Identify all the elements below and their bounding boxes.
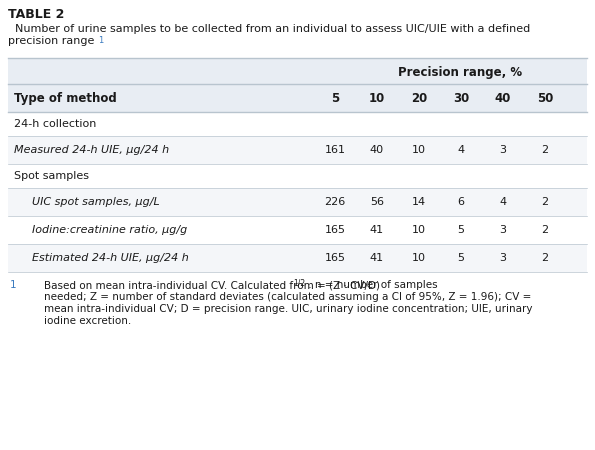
Text: iodine excretion.: iodine excretion. <box>44 316 131 326</box>
Text: 4: 4 <box>499 197 506 207</box>
Text: 6: 6 <box>458 197 465 207</box>
Text: 5: 5 <box>331 92 339 105</box>
Text: Measured 24-h UIE, μg/24 h: Measured 24-h UIE, μg/24 h <box>14 145 169 155</box>
Bar <box>8 136 587 164</box>
Text: 165: 165 <box>324 225 346 235</box>
Text: 3: 3 <box>499 145 506 155</box>
Text: 1: 1 <box>10 280 17 290</box>
Text: . n = number of samples: . n = number of samples <box>305 280 437 290</box>
Text: 41: 41 <box>370 253 384 263</box>
Text: 50: 50 <box>537 92 553 105</box>
Text: Spot samples: Spot samples <box>14 171 89 181</box>
Text: 10: 10 <box>412 145 426 155</box>
Bar <box>8 188 587 216</box>
Text: 165: 165 <box>324 253 346 263</box>
Bar <box>8 58 587 84</box>
Text: 2: 2 <box>541 145 549 155</box>
Text: Estimated 24-h UIE, μg/24 h: Estimated 24-h UIE, μg/24 h <box>32 253 189 263</box>
Text: 24-h collection: 24-h collection <box>14 119 96 129</box>
Bar <box>8 84 587 112</box>
Bar <box>8 244 587 272</box>
Text: 1/2: 1/2 <box>293 278 305 287</box>
Text: 5: 5 <box>458 253 465 263</box>
Text: Iodine:creatinine ratio, μg/g: Iodine:creatinine ratio, μg/g <box>32 225 187 235</box>
Text: TABLE 2: TABLE 2 <box>8 8 64 21</box>
Text: 10: 10 <box>369 92 385 105</box>
Text: 2: 2 <box>541 197 549 207</box>
Text: mean intra-individual CV; D = precision range. UIC, urinary iodine concentration: mean intra-individual CV; D = precision … <box>44 304 533 314</box>
Text: 161: 161 <box>324 145 346 155</box>
Text: precision range: precision range <box>8 36 95 46</box>
Text: needed; Z = number of standard deviates (calculated assuming a CI of 95%, Z = 1.: needed; Z = number of standard deviates … <box>44 292 531 302</box>
Text: 2: 2 <box>541 253 549 263</box>
Text: 40: 40 <box>495 92 511 105</box>
Text: 3: 3 <box>499 253 506 263</box>
Bar <box>8 112 587 136</box>
Text: 41: 41 <box>370 225 384 235</box>
Text: 14: 14 <box>412 197 426 207</box>
Text: 1: 1 <box>98 36 104 45</box>
Text: 30: 30 <box>453 92 469 105</box>
Text: 4: 4 <box>458 145 465 155</box>
Text: 226: 226 <box>324 197 346 207</box>
Text: 10: 10 <box>412 253 426 263</box>
Text: 56: 56 <box>370 197 384 207</box>
Text: Number of urine samples to be collected from an individual to assess UIC/UIE wit: Number of urine samples to be collected … <box>8 24 530 34</box>
Text: Precision range, %: Precision range, % <box>398 66 522 79</box>
Text: 40: 40 <box>370 145 384 155</box>
Text: Type of method: Type of method <box>14 92 117 105</box>
Text: 20: 20 <box>411 92 427 105</box>
Text: 5: 5 <box>458 225 465 235</box>
Bar <box>8 164 587 188</box>
Text: 3: 3 <box>499 225 506 235</box>
Text: Based on mean intra-individual CV. Calculated from = (Z · CV/D): Based on mean intra-individual CV. Calcu… <box>44 280 380 290</box>
Text: 2: 2 <box>541 225 549 235</box>
Bar <box>8 216 587 244</box>
Text: 10: 10 <box>412 225 426 235</box>
Text: UIC spot samples, μg/L: UIC spot samples, μg/L <box>32 197 159 207</box>
